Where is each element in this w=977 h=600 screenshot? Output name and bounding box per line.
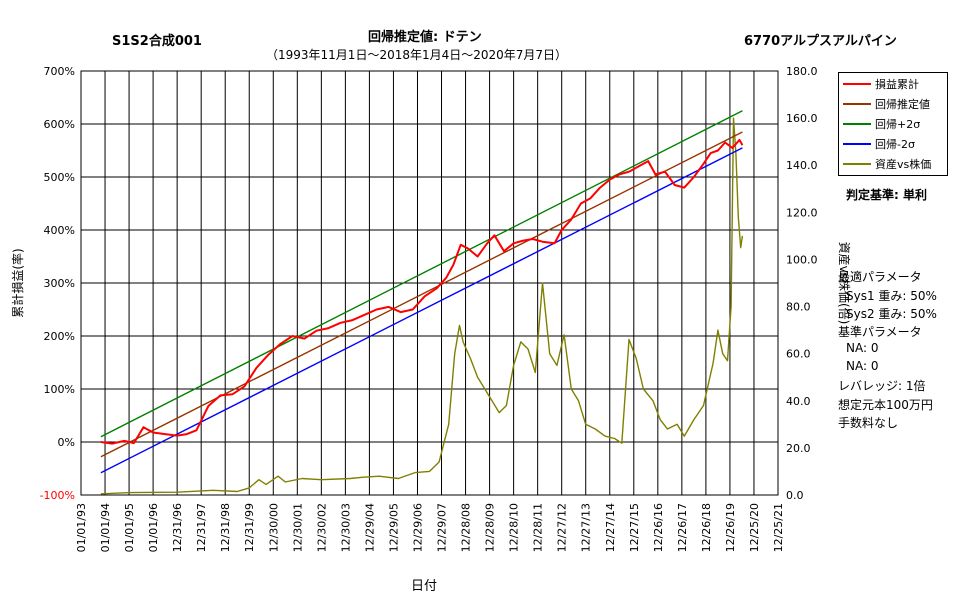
y-tick-label-left: 600%	[44, 118, 75, 131]
param-line: レバレッジ: 1倍	[838, 379, 926, 393]
series-line-1	[100, 131, 743, 458]
x-tick-label: 12/29/06	[411, 503, 424, 552]
series-line-4	[100, 117, 744, 495]
x-tick-label: 01/01/94	[99, 503, 112, 552]
y-tick-label-right: 100.0	[786, 253, 818, 266]
x-tick-label: 12/30/00	[267, 503, 280, 552]
y-tick-label-left: 300%	[44, 277, 75, 290]
legend-item-lower: 回帰-2σ	[843, 135, 915, 153]
series-line-3	[100, 147, 743, 474]
legend-label: 回帰-2σ	[875, 138, 915, 151]
y-tick-label-left: 200%	[44, 330, 75, 343]
legend-swatch	[843, 103, 871, 105]
y-tick-label-right: 140.0	[786, 159, 818, 172]
legend-swatch	[843, 123, 871, 125]
y-tick-label-right: 60.0	[786, 348, 811, 361]
plot-frame	[80, 70, 779, 496]
param-line: NA: 0	[846, 359, 879, 373]
y-tick-label-left: 700%	[44, 65, 75, 78]
series-line-2	[100, 110, 743, 438]
y-tick-label-left: 0%	[58, 436, 75, 449]
param-line: Sys2 重み: 50%	[846, 307, 937, 321]
x-tick-label: 12/26/17	[676, 503, 689, 552]
x-tick-label: 12/26/19	[724, 503, 737, 552]
legend-label: 回帰推定値	[875, 98, 930, 111]
param-line: 基準パラメータ	[838, 325, 922, 339]
x-tick-label: 12/30/03	[339, 503, 352, 552]
y-tick-label-left: 400%	[44, 224, 75, 237]
legend-item-upper: 回帰+2σ	[843, 115, 920, 133]
y-tick-label-left: -100%	[40, 489, 75, 502]
x-tick-label: 12/28/09	[484, 503, 497, 552]
x-tick-label: 12/31/96	[171, 503, 184, 552]
param-line: 最適パラメータ	[838, 270, 922, 284]
legend: 損益累計 回帰推定値 回帰+2σ 回帰-2σ 資産vs株価	[838, 72, 948, 176]
legend-swatch	[843, 83, 871, 85]
y-tick-label-right: 20.0	[786, 442, 811, 455]
x-tick-label: 12/25/20	[748, 503, 761, 552]
x-tick-label: 12/25/21	[772, 503, 785, 552]
x-tick-label: 01/01/93	[75, 503, 88, 552]
y-tick-label-right: 80.0	[786, 301, 811, 314]
chart-left-title: S1S2合成001	[112, 34, 202, 49]
y-tick-label-right: 180.0	[786, 65, 818, 78]
legend-label: 回帰+2σ	[875, 118, 921, 131]
legend-item-regression: 回帰推定値	[843, 95, 930, 113]
param-line: NA: 0	[846, 341, 879, 355]
x-tick-label: 12/26/16	[652, 503, 665, 552]
x-tick-label: 12/30/01	[291, 503, 304, 552]
param-line: Sys1 重み: 50%	[846, 289, 937, 303]
legend-item-ratio: 資産vs株価	[843, 155, 931, 173]
y-tick-label-right: 40.0	[786, 395, 811, 408]
x-tick-label: 12/27/12	[556, 503, 569, 552]
y-tick-label-right: 160.0	[786, 112, 818, 125]
x-tick-label: 12/29/04	[363, 503, 376, 552]
param-line: 想定元本100万円	[838, 398, 933, 412]
chart-right-title: 6770アルプスアルパイン	[744, 34, 897, 49]
tick-labels: 01/01/93 01/01/94 01/01/95 01/01/96 12/31/96…	[40, 65, 818, 552]
x-axis-title: 日付	[411, 579, 438, 594]
x-tick-label: 12/29/07	[436, 503, 449, 552]
legend-swatch	[843, 143, 871, 145]
y-tick-label-right: 120.0	[786, 206, 818, 219]
x-tick-label: 12/27/15	[628, 503, 641, 552]
series-line-0	[100, 138, 744, 445]
x-tick-label: 01/01/95	[123, 503, 136, 552]
x-tick-label: 12/31/97	[195, 503, 208, 552]
x-tick-label: 12/28/11	[532, 503, 545, 552]
legend-item-pl: 損益累計	[843, 75, 919, 93]
y-tick-label-left: 500%	[44, 171, 75, 184]
y-axis-title-left: 累計損益(率)	[10, 248, 25, 317]
x-tick-label: 12/28/10	[508, 503, 521, 552]
x-tick-label: 12/29/05	[387, 503, 400, 552]
x-tick-label: 12/26/18	[700, 503, 713, 552]
param-line: 手数料なし	[838, 416, 899, 430]
chart-center-title: 回帰推定値: ドテン	[368, 30, 482, 45]
legend-label: 資産vs株価	[875, 158, 932, 171]
y-tick-label-left: 100%	[44, 383, 75, 396]
y-axis-title-right: 資産vs株価(倍)	[837, 242, 852, 325]
legend-label: 損益累計	[875, 78, 919, 91]
x-tick-label: 12/31/99	[243, 503, 256, 552]
x-tick-label: 12/30/02	[315, 503, 328, 552]
chart-subtitle: （1993年11月1日～2018年1月4日～2020年7月7日）	[266, 48, 568, 62]
y-tick-label-right: 0.0	[786, 489, 804, 502]
grid-lines	[80, 70, 779, 496]
x-tick-label: 12/28/08	[460, 503, 473, 552]
x-tick-label: 12/27/13	[580, 503, 593, 552]
criterion-label: 判定基準: 単利	[846, 188, 927, 202]
x-tick-label: 12/31/98	[219, 503, 232, 552]
x-tick-label: 12/27/14	[604, 503, 617, 552]
series-layer	[100, 110, 744, 495]
legend-swatch	[843, 163, 871, 165]
x-tick-label: 01/01/96	[147, 503, 160, 552]
